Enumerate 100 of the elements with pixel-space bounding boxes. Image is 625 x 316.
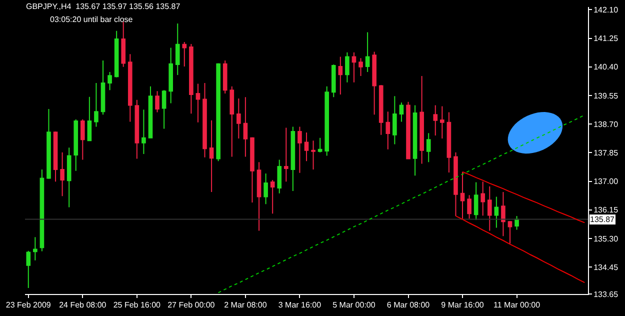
candlestick xyxy=(352,52,356,83)
candlestick xyxy=(324,86,330,156)
x-tick-label: 24 Feb 08:00 xyxy=(59,300,107,310)
line-series xyxy=(462,171,586,224)
y-tick-label: 137.00 xyxy=(594,177,619,186)
candlestick xyxy=(60,152,64,197)
candlestick xyxy=(53,130,58,182)
candlestick xyxy=(243,96,248,158)
x-tick-label: 23 Feb 2009 xyxy=(6,300,52,310)
y-tick-label: 141.25 xyxy=(594,34,619,44)
candlestick xyxy=(345,52,350,83)
candlestick xyxy=(175,22,180,76)
candlestick xyxy=(209,120,214,193)
candlestick xyxy=(236,98,241,140)
candlestick xyxy=(386,111,390,150)
ref-line-label: 135.87 xyxy=(590,215,616,224)
x-tick-label: 6 Mar 08:00 xyxy=(386,300,430,310)
candlestick xyxy=(142,109,146,155)
candlestick xyxy=(433,104,438,136)
candlestick xyxy=(298,126,302,174)
candlestick xyxy=(508,220,512,244)
candlestick xyxy=(487,186,492,232)
chart-title: GBPJPY.,H4 135.67 135.97 135.56 135.87 xyxy=(26,2,181,11)
candlestick xyxy=(412,104,418,176)
candlestick xyxy=(454,152,458,216)
y-tick-label: 137.85 xyxy=(594,148,619,158)
candlestick xyxy=(87,96,92,142)
candlestick xyxy=(108,71,112,91)
candlestick xyxy=(270,179,275,214)
candlestick xyxy=(134,99,140,160)
candlestick xyxy=(33,236,38,261)
y-tick-label: 140.40 xyxy=(594,62,619,72)
candlestick xyxy=(318,137,322,153)
candlestick xyxy=(304,132,309,162)
candlestick xyxy=(474,182,478,220)
candlestick xyxy=(406,101,410,160)
candlestick xyxy=(202,82,207,158)
candlestick xyxy=(501,192,506,237)
candlestick xyxy=(250,136,254,203)
candlestick xyxy=(222,60,228,94)
x-tick-label: 3 Mar 16:00 xyxy=(278,300,322,310)
candlestick xyxy=(420,75,424,164)
candlestick xyxy=(284,127,288,182)
candlestick xyxy=(372,51,376,116)
candlestick xyxy=(196,83,200,123)
candlestick xyxy=(467,194,472,220)
y-tick-label: 133.65 xyxy=(594,290,619,299)
candlestick xyxy=(365,32,370,72)
candlestick xyxy=(392,96,397,145)
candlestick xyxy=(446,112,452,174)
candlestick xyxy=(46,108,51,180)
candlestick xyxy=(494,196,499,228)
candlestick xyxy=(460,171,465,220)
candlestick xyxy=(155,90,160,113)
candlestick xyxy=(216,62,220,162)
candlestick xyxy=(148,86,153,138)
candlestick xyxy=(514,215,519,230)
x-tick-label: 27 Feb 00:00 xyxy=(168,300,216,310)
candlestick xyxy=(121,21,126,68)
candlestick xyxy=(311,140,316,170)
candlestick xyxy=(290,126,296,192)
candlestick xyxy=(114,30,119,78)
x-tick-label: 2 Mar 08:00 xyxy=(224,300,268,310)
candlestick xyxy=(264,173,268,205)
candlestick xyxy=(80,118,85,160)
candlestick xyxy=(378,84,384,136)
line-series xyxy=(455,215,586,284)
candlestick xyxy=(480,181,486,216)
candlestick xyxy=(399,102,404,122)
x-tick-label: 11 Mar 00:00 xyxy=(494,300,541,310)
text: 03:05:20 until bar close xyxy=(50,15,134,24)
x-tick-label: 5 Mar 00:00 xyxy=(332,300,376,310)
candlestick xyxy=(426,132,431,163)
candlestick xyxy=(189,44,194,114)
x-tick-label: 9 Mar 16:00 xyxy=(441,300,484,310)
candlestick xyxy=(256,162,262,232)
candlestick xyxy=(94,82,98,128)
y-tick-label: 139.55 xyxy=(594,91,619,100)
candlestick xyxy=(74,118,78,172)
candlestick xyxy=(277,159,282,194)
candlestick xyxy=(26,250,31,288)
candlestick xyxy=(230,86,234,158)
y-tick-label: 134.45 xyxy=(594,262,619,272)
candlestick xyxy=(331,64,336,98)
candlestick xyxy=(338,56,343,95)
y-tick-label: 135.30 xyxy=(594,234,619,244)
candlestick xyxy=(440,106,444,140)
candlestick xyxy=(100,60,106,116)
candlestick xyxy=(128,54,132,122)
y-tick-label: 136.15 xyxy=(594,206,619,215)
candlestick xyxy=(358,58,363,76)
line-series xyxy=(218,114,586,294)
candlestick xyxy=(168,47,173,104)
y-tick-label: 142.10 xyxy=(594,5,619,14)
candlestick xyxy=(182,41,187,68)
x-tick-label: 25 Feb 16:00 xyxy=(113,300,162,310)
y-tick-label: 138.70 xyxy=(594,120,619,129)
candlestick xyxy=(162,90,166,130)
candlestick xyxy=(40,169,44,252)
candlestick xyxy=(66,147,72,208)
